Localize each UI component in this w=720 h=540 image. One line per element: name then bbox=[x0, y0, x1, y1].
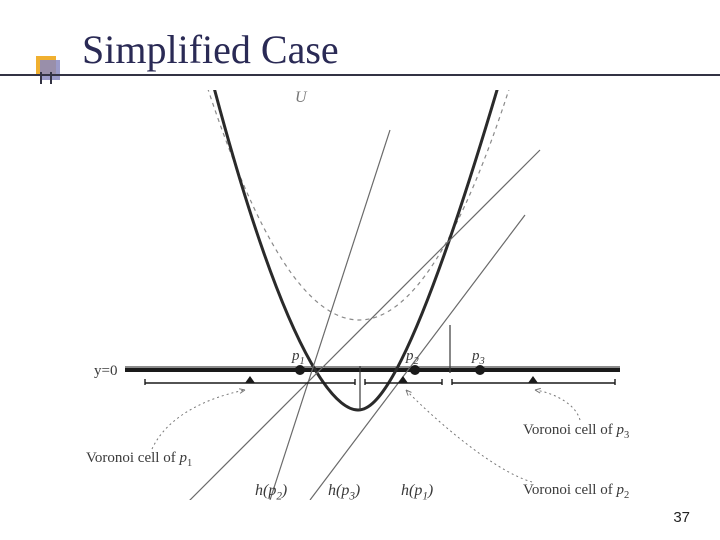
parabola-label: U bbox=[295, 90, 308, 106]
page-number: 37 bbox=[673, 509, 690, 526]
annotation-text-0: Voronoi cell of p1 bbox=[86, 450, 192, 469]
y-axis-label: y=0 bbox=[94, 363, 117, 379]
title-underline bbox=[0, 74, 720, 76]
slide-title: Simplified Case bbox=[82, 26, 339, 73]
cell-tip-0 bbox=[245, 376, 255, 383]
cell-tip-1 bbox=[398, 376, 408, 383]
cell-tip-2 bbox=[528, 376, 538, 383]
diagram: y=0Up1p2p3h(p2)h(p3)h(p1)Voronoi cell of… bbox=[80, 90, 660, 500]
point-label-p3: p3 bbox=[471, 348, 485, 367]
tangent-h_p1 bbox=[180, 150, 540, 500]
parabola-dashed bbox=[205, 90, 512, 320]
h-label-2: h(p1) bbox=[401, 482, 433, 500]
annotation-text-1: Voronoi cell of p3 bbox=[523, 422, 629, 441]
envelope-left bbox=[212, 90, 358, 410]
annotation-curve-2 bbox=[406, 390, 532, 482]
h-label-1: h(p3) bbox=[328, 482, 360, 500]
annotation-text-2: Voronoi cell of p2 bbox=[523, 482, 629, 500]
annotation-curve-0 bbox=[152, 390, 245, 449]
h-label-0: h(p2) bbox=[255, 482, 287, 500]
annotation-curve-1 bbox=[535, 390, 580, 420]
point-label-p1: p1 bbox=[291, 348, 305, 367]
